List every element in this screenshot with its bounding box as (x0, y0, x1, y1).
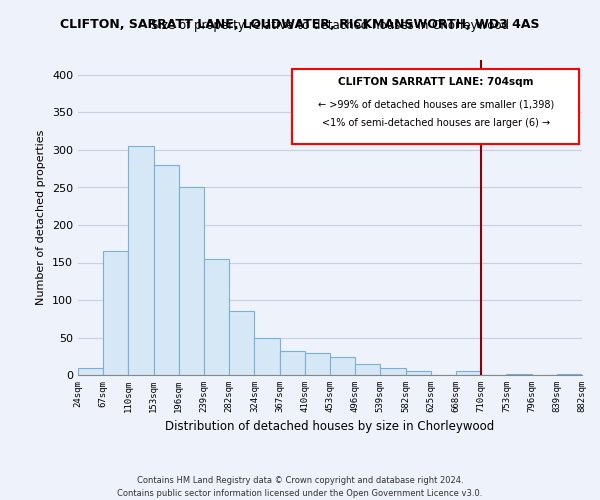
Bar (254, 338, 280, 375)
Bar (103, 251, 128, 375)
Bar (78, 368, 103, 375)
Bar (557, 374, 582, 375)
Bar (128, 146, 154, 375)
Text: Contains HM Land Registry data © Crown copyright and database right 2024.
Contai: Contains HM Land Registry data © Crown c… (118, 476, 482, 498)
Bar (330, 357, 355, 375)
Bar (506, 374, 532, 375)
Y-axis label: Number of detached properties: Number of detached properties (37, 130, 46, 305)
Bar (204, 259, 229, 375)
Title: Size of property relative to detached houses in Chorleywood: Size of property relative to detached ho… (151, 20, 509, 32)
Bar (355, 364, 380, 375)
Bar (179, 188, 204, 375)
Bar (380, 368, 406, 375)
Bar (305, 353, 330, 375)
Text: CLIFTON, SARRATT LANE, LOUDWATER, RICKMANSWORTH, WD3 4AS: CLIFTON, SARRATT LANE, LOUDWATER, RICKMA… (60, 18, 540, 30)
Bar (154, 165, 179, 375)
Bar (280, 351, 305, 375)
Bar (229, 311, 254, 375)
Bar (406, 371, 431, 375)
Bar (456, 370, 481, 375)
Text: CLIFTON SARRATT LANE: 704sqm: CLIFTON SARRATT LANE: 704sqm (338, 78, 533, 88)
Text: <1% of semi-detached houses are larger (6) →: <1% of semi-detached houses are larger (… (322, 118, 550, 128)
Text: ← >99% of detached houses are smaller (1,398): ← >99% of detached houses are smaller (1… (318, 100, 554, 110)
X-axis label: Distribution of detached houses by size in Chorleywood: Distribution of detached houses by size … (166, 420, 494, 434)
FancyBboxPatch shape (292, 69, 580, 144)
